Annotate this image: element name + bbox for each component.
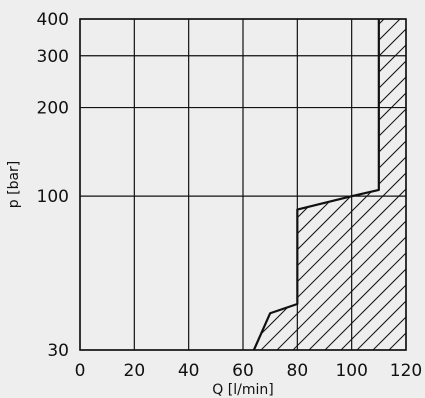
hatch-line [0, 19, 208, 350]
hatch-line [260, 19, 406, 350]
x-tick-label: 80 [287, 361, 309, 381]
boundary-line [252, 19, 380, 351]
hatch-line [292, 19, 406, 350]
hatch-line [253, 19, 385, 350]
hatch-line [0, 19, 176, 350]
grid [79, 18, 407, 351]
hatch-line [324, 19, 406, 350]
hatch-line [253, 19, 406, 350]
hatch-line [253, 19, 406, 350]
hatch-line [253, 19, 257, 350]
x-tick-label: 60 [232, 361, 254, 381]
hatched-region [0, 19, 425, 350]
hatch-line [0, 19, 240, 350]
y-tick-label: 400 [37, 10, 69, 30]
y-tick-label: 100 [37, 187, 69, 207]
hatch-line [253, 19, 289, 350]
x-tick-label: 120 [390, 361, 422, 381]
x-tick-label: 40 [178, 361, 200, 381]
hatch-line [276, 19, 406, 350]
y-tick-labels: 30 100 200 300 400 [37, 10, 69, 361]
hatch-line [253, 19, 406, 350]
hatch-line [308, 19, 406, 350]
hatch-line [253, 19, 406, 350]
x-tick-label: 0 [75, 361, 86, 381]
hatch-line [0, 19, 192, 350]
hatch-line [253, 19, 337, 350]
y-tick-label: 300 [37, 47, 69, 67]
hatch-line [340, 19, 406, 350]
hatch-line [253, 19, 273, 350]
plot-frame [79, 18, 407, 351]
hatch-line [421, 19, 425, 350]
hatch-line [404, 19, 406, 350]
hatch-line [253, 19, 406, 350]
x-tick-label: 100 [335, 361, 367, 381]
y-axis-label: p [bar] [6, 161, 22, 208]
y-tick-label: 30 [47, 341, 69, 361]
x-axis-label: Q [l/min] [212, 382, 273, 398]
hatch-line [253, 19, 321, 350]
x-tick-label: 20 [124, 361, 146, 381]
hatch-line [253, 19, 401, 350]
hatch-line [253, 19, 353, 350]
hatch-line [253, 19, 305, 350]
hatch-line [0, 19, 224, 350]
hatch-line [253, 19, 369, 350]
y-tick-label: 200 [37, 99, 69, 119]
hatch-line [253, 19, 406, 350]
hatch-line [253, 19, 406, 350]
x-tick-labels: 0 20 40 60 80 100 120 [75, 361, 423, 381]
